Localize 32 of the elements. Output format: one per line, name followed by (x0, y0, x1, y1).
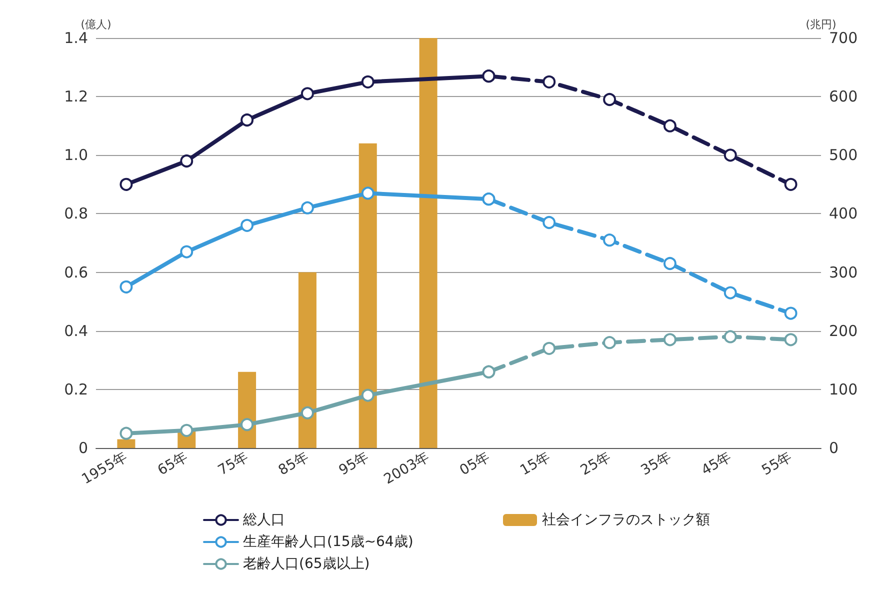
x-tick-label: 75年 (216, 449, 252, 479)
y-tick-label: 1.2 (64, 88, 88, 106)
y2-tick-label: 700 (829, 29, 858, 47)
y2-tick-label: 200 (829, 322, 858, 340)
x-tick-label: 15年 (518, 449, 554, 479)
y2-tick-label: 400 (829, 204, 858, 223)
y2-tick-label: 600 (829, 88, 858, 106)
y2-tick-label: 0 (829, 439, 839, 457)
y-axis-title: (億人) (80, 18, 112, 31)
y2-tick-label: 100 (829, 380, 858, 398)
legend-label: 総人口 (242, 512, 285, 528)
y-tick-label: 1.4 (64, 29, 88, 47)
y-tick-label: 0.6 (64, 263, 88, 282)
legend-label: 社会インフラのストック額 (542, 512, 710, 528)
y2-tick-label: 500 (829, 146, 858, 164)
y2-axis-title: (兆円) (806, 18, 836, 31)
y-tick-label: 1.0 (64, 146, 88, 164)
x-tick-label: 35年 (638, 449, 674, 479)
y2-tick-label: 300 (829, 263, 858, 282)
x-tick-label: 55年 (759, 449, 795, 479)
legend-label: 老齢人口(65歳以上) (243, 556, 370, 572)
x-tick-label: 95年 (336, 449, 372, 479)
y-tick-label: 0.4 (64, 322, 88, 340)
y-tick-label: 0.2 (64, 380, 88, 398)
x-tick-label: 45年 (698, 449, 734, 479)
x-tick-label: 25年 (578, 449, 614, 479)
y-tick-label: 0.8 (64, 204, 88, 223)
x-tick-label: 85年 (276, 449, 312, 479)
x-tick-label: 65年 (155, 449, 191, 479)
y-tick-label: 0 (78, 439, 88, 457)
legend-label: 生産年齢人口(15歳~64歳) (243, 534, 414, 550)
x-tick-label: 05年 (457, 449, 493, 479)
